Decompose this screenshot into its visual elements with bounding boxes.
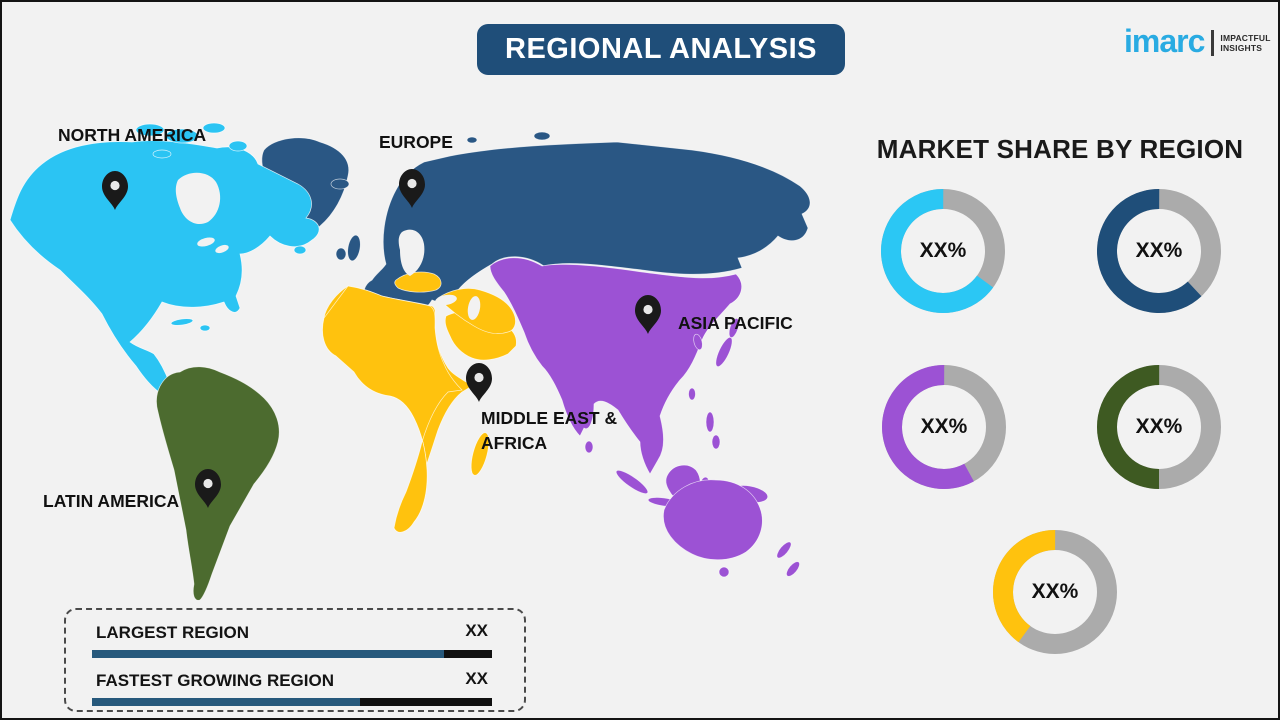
fastest-growing-region-value: XX — [465, 669, 488, 688]
map-label-middle-east-africa: MIDDLE EAST & AFRICA — [481, 408, 618, 453]
largest-region-bar-fill — [92, 650, 444, 658]
map-label-north-america: NORTH AMERICA — [58, 125, 207, 145]
map-label-europe: EUROPE — [379, 132, 453, 152]
map-region-middle-east-africa — [322, 271, 517, 533]
largest-region-bar — [92, 650, 492, 658]
map-region-asia-pacific — [489, 257, 800, 578]
world-map — [9, 122, 811, 601]
map-pins — [102, 169, 661, 508]
fastest-growing-region-bar — [92, 698, 492, 706]
imarc-logo-wordmark: imarc — [1124, 23, 1205, 59]
donut-chart-latin-america: XX% — [1091, 359, 1227, 495]
fastest-growing-region-label: FASTEST GROWING REGION — [96, 671, 335, 690]
location-pin-icon-asia-pacific — [635, 295, 661, 334]
title-banner: REGIONAL ANALYSIS — [477, 24, 845, 75]
map-region-europe — [261, 131, 811, 334]
donut-ring — [881, 189, 1005, 313]
donut-value-label: XX% — [1135, 415, 1183, 438]
market-share-heading: MARKET SHARE BY REGION — [876, 134, 1244, 164]
donut-ring — [1097, 365, 1221, 489]
donut-ring — [993, 530, 1117, 654]
map-region-north-america — [9, 122, 320, 397]
location-pin-icon-europe — [399, 169, 425, 208]
donut-value-label: XX% — [919, 239, 967, 262]
location-pin-icon-latin-america — [195, 469, 221, 508]
largest-region-value: XX — [465, 621, 488, 640]
donut-ring — [882, 365, 1006, 489]
donut-value-label: XX% — [1031, 580, 1079, 603]
logo-divider — [1211, 30, 1215, 56]
map-label-asia-pacific: ASIA PACIFIC — [678, 313, 793, 333]
location-pin-icon-middle-east-africa — [466, 363, 492, 402]
map-water-cutouts — [175, 172, 481, 320]
largest-region-label: LARGEST REGION — [96, 623, 250, 642]
donut-chart-asia-pacific: XX% — [876, 359, 1012, 495]
donut-chart-north-america: XX% — [875, 183, 1011, 319]
donut-chart-europe: XX% — [1091, 183, 1227, 319]
imarc-logo: imarc IMPACTFUL INSIGHTS — [1124, 24, 1271, 58]
fastest-growing-region-bar-fill — [92, 698, 360, 706]
map-label-latin-america: LATIN AMERICA — [43, 491, 180, 511]
page-title: REGIONAL ANALYSIS — [505, 33, 817, 65]
donut-ring — [1097, 189, 1221, 313]
donut-value-label: XX% — [1135, 239, 1183, 262]
region-indicator-box: LARGEST REGION XX FASTEST GROWING REGION… — [64, 608, 526, 712]
location-pin-icon-north-america — [102, 171, 128, 210]
donut-value-label: XX% — [920, 415, 968, 438]
donut-chart-middle-east-africa: XX% — [987, 524, 1123, 660]
logo-tagline: IMPACTFUL INSIGHTS — [1220, 32, 1271, 54]
